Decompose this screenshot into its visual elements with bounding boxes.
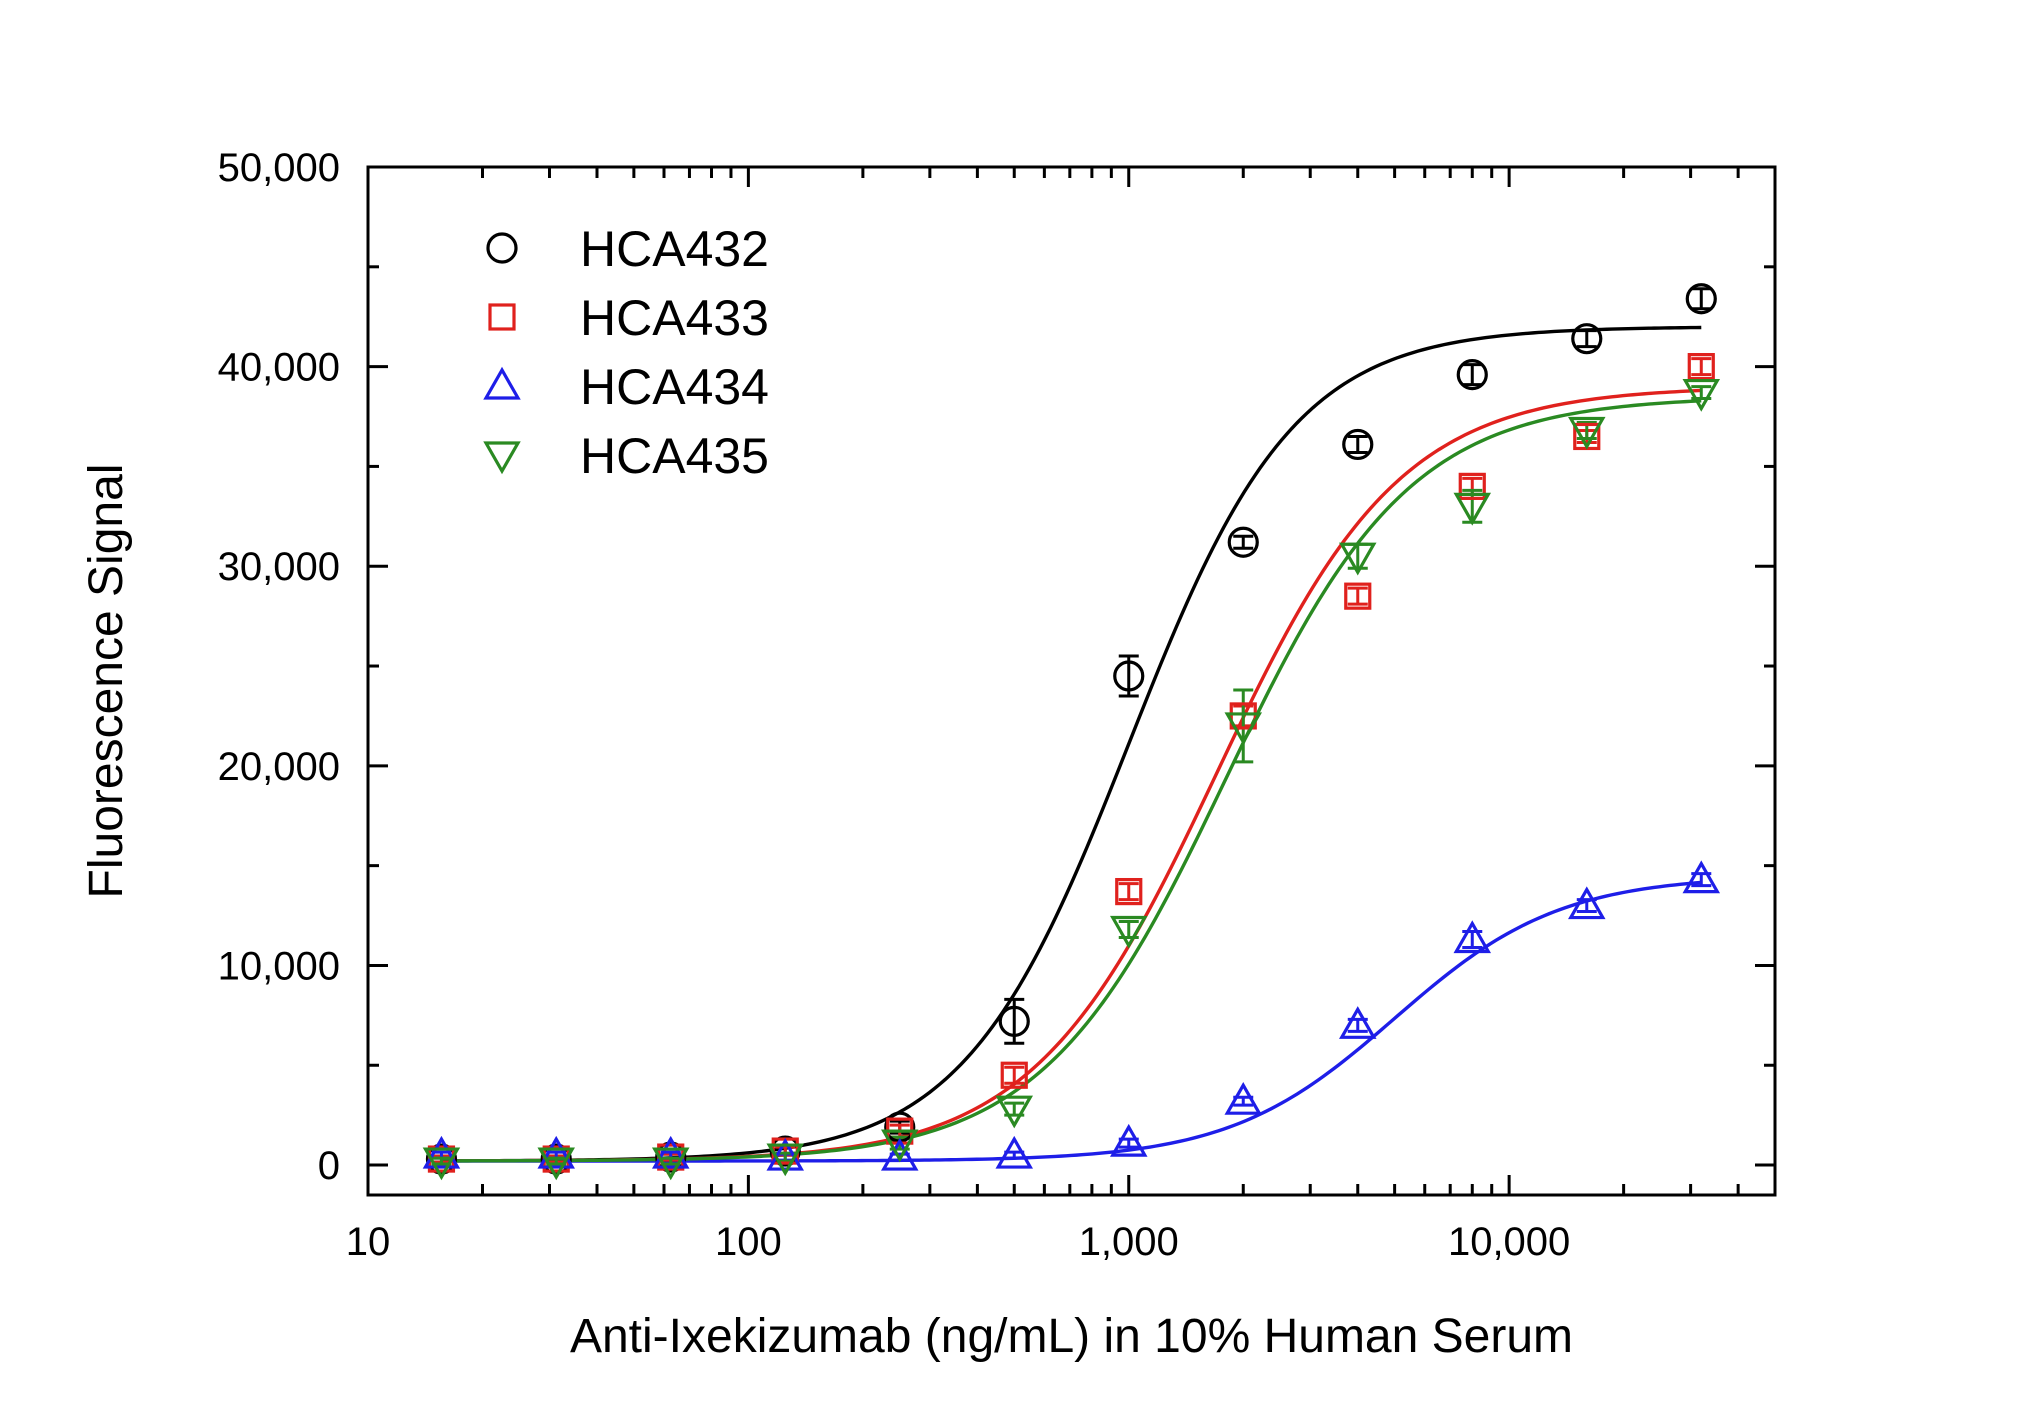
data-point-HCA434 [1453,920,1492,954]
data-point-HCA435 [1453,492,1492,526]
y-tick-label: 20,000 [218,745,340,789]
data-point-HCA434 [1339,1006,1377,1039]
y-axis-ticks: 0 10,000 20,000 30,000 40,000 50,000 [218,146,1775,1188]
data-point-HCA434 [1109,1123,1148,1157]
data-point-HCA432 [998,1005,1030,1037]
y-tick-label: 30,000 [218,545,340,589]
legend-marker-HCA434 [483,366,521,400]
fit-curve-HCA435 [441,399,1702,1163]
fit-curves [441,325,1702,1163]
x-tick-label: 1,000 [1079,1220,1179,1264]
y-tick-label: 40,000 [218,346,340,390]
data-point-HCA434 [422,1135,461,1169]
y-tick-label: 0 [318,1144,340,1188]
data-point-HCA435 [1682,378,1721,412]
data-point-HCA432 [1227,526,1259,558]
data-point-HCA432 [1456,358,1488,391]
legend-item-HCA435: HCA435 [483,428,769,484]
data-point-HCA434 [1568,886,1606,920]
legend-label-HCA435: HCA435 [580,428,769,484]
data-point-HCA432 [425,1143,458,1175]
legend-label-HCA434: HCA434 [580,359,769,415]
y-axis-title: Fluorescence Signal [80,464,133,899]
data-point-HCA432 [1342,428,1374,461]
data-point-HCA435 [1109,915,1148,949]
data-point-HCA434 [1682,860,1721,894]
x-axis-title: Anti-Ixekizumab (ng/mL) in 10% Human Ser… [570,1310,1573,1363]
data-point-HCA434 [1224,1081,1263,1115]
data-point-HCA434 [880,1137,919,1171]
y-tick-label: 10,000 [218,944,340,988]
data-point-HCA435 [422,1147,461,1181]
data-point-HCA435 [880,1129,919,1163]
data-point-HCA432 [1571,323,1603,355]
legend-item-HCA433: HCA433 [488,290,769,346]
data-point-HCA435 [995,1095,1034,1129]
legend-marker-HCA432 [486,232,518,264]
data-point-HCA435 [766,1143,804,1177]
data-point-HCA435 [537,1147,575,1181]
data-point-HCA433 [1229,702,1257,730]
data-point-HCA434 [766,1137,804,1171]
data-point-HCA434 [995,1135,1034,1169]
legend-item-HCA432: HCA432 [486,221,769,277]
data-point-HCA434 [537,1135,575,1169]
data-point-HCA435 [651,1147,690,1181]
legend-label-HCA432: HCA432 [580,221,769,277]
data-point-HCA432 [655,1141,687,1173]
data-point-HCA432 [1113,660,1145,692]
x-axis-ticks: 10 100 1,000 10,000 [346,167,1777,1264]
data-point-HCA432 [1685,283,1717,315]
legend-marker-HCA433 [488,303,516,331]
data-point-HCA433 [1687,353,1715,381]
legend-label-HCA433: HCA433 [580,290,769,346]
data-point-HCA433 [1344,582,1372,610]
data-point-HCA435 [1568,416,1606,450]
x-tick-label: 10 [346,1220,391,1264]
y-tick-label: 50,000 [218,146,340,190]
plot-border [366,165,1777,1197]
data-point-HCA432 [540,1143,572,1175]
legend-marker-HCA435 [483,441,521,475]
data-point-HCA435 [1224,712,1263,746]
data-point-HCA433 [1458,472,1486,500]
data-point-HCA435 [1339,542,1377,576]
data-point-HCA434 [651,1135,690,1169]
plot-frame [366,165,1777,1197]
data-point-HCA433 [1000,1061,1028,1089]
x-tick-label: 10,000 [1448,1220,1570,1264]
x-tick-label: 100 [715,1220,782,1264]
legend-item-HCA434: HCA434 [483,359,769,415]
data-point-HCA433 [1115,877,1143,906]
legend: HCA432 HCA433 HCA434 HCA435 [483,221,769,484]
data-points [422,283,1721,1181]
